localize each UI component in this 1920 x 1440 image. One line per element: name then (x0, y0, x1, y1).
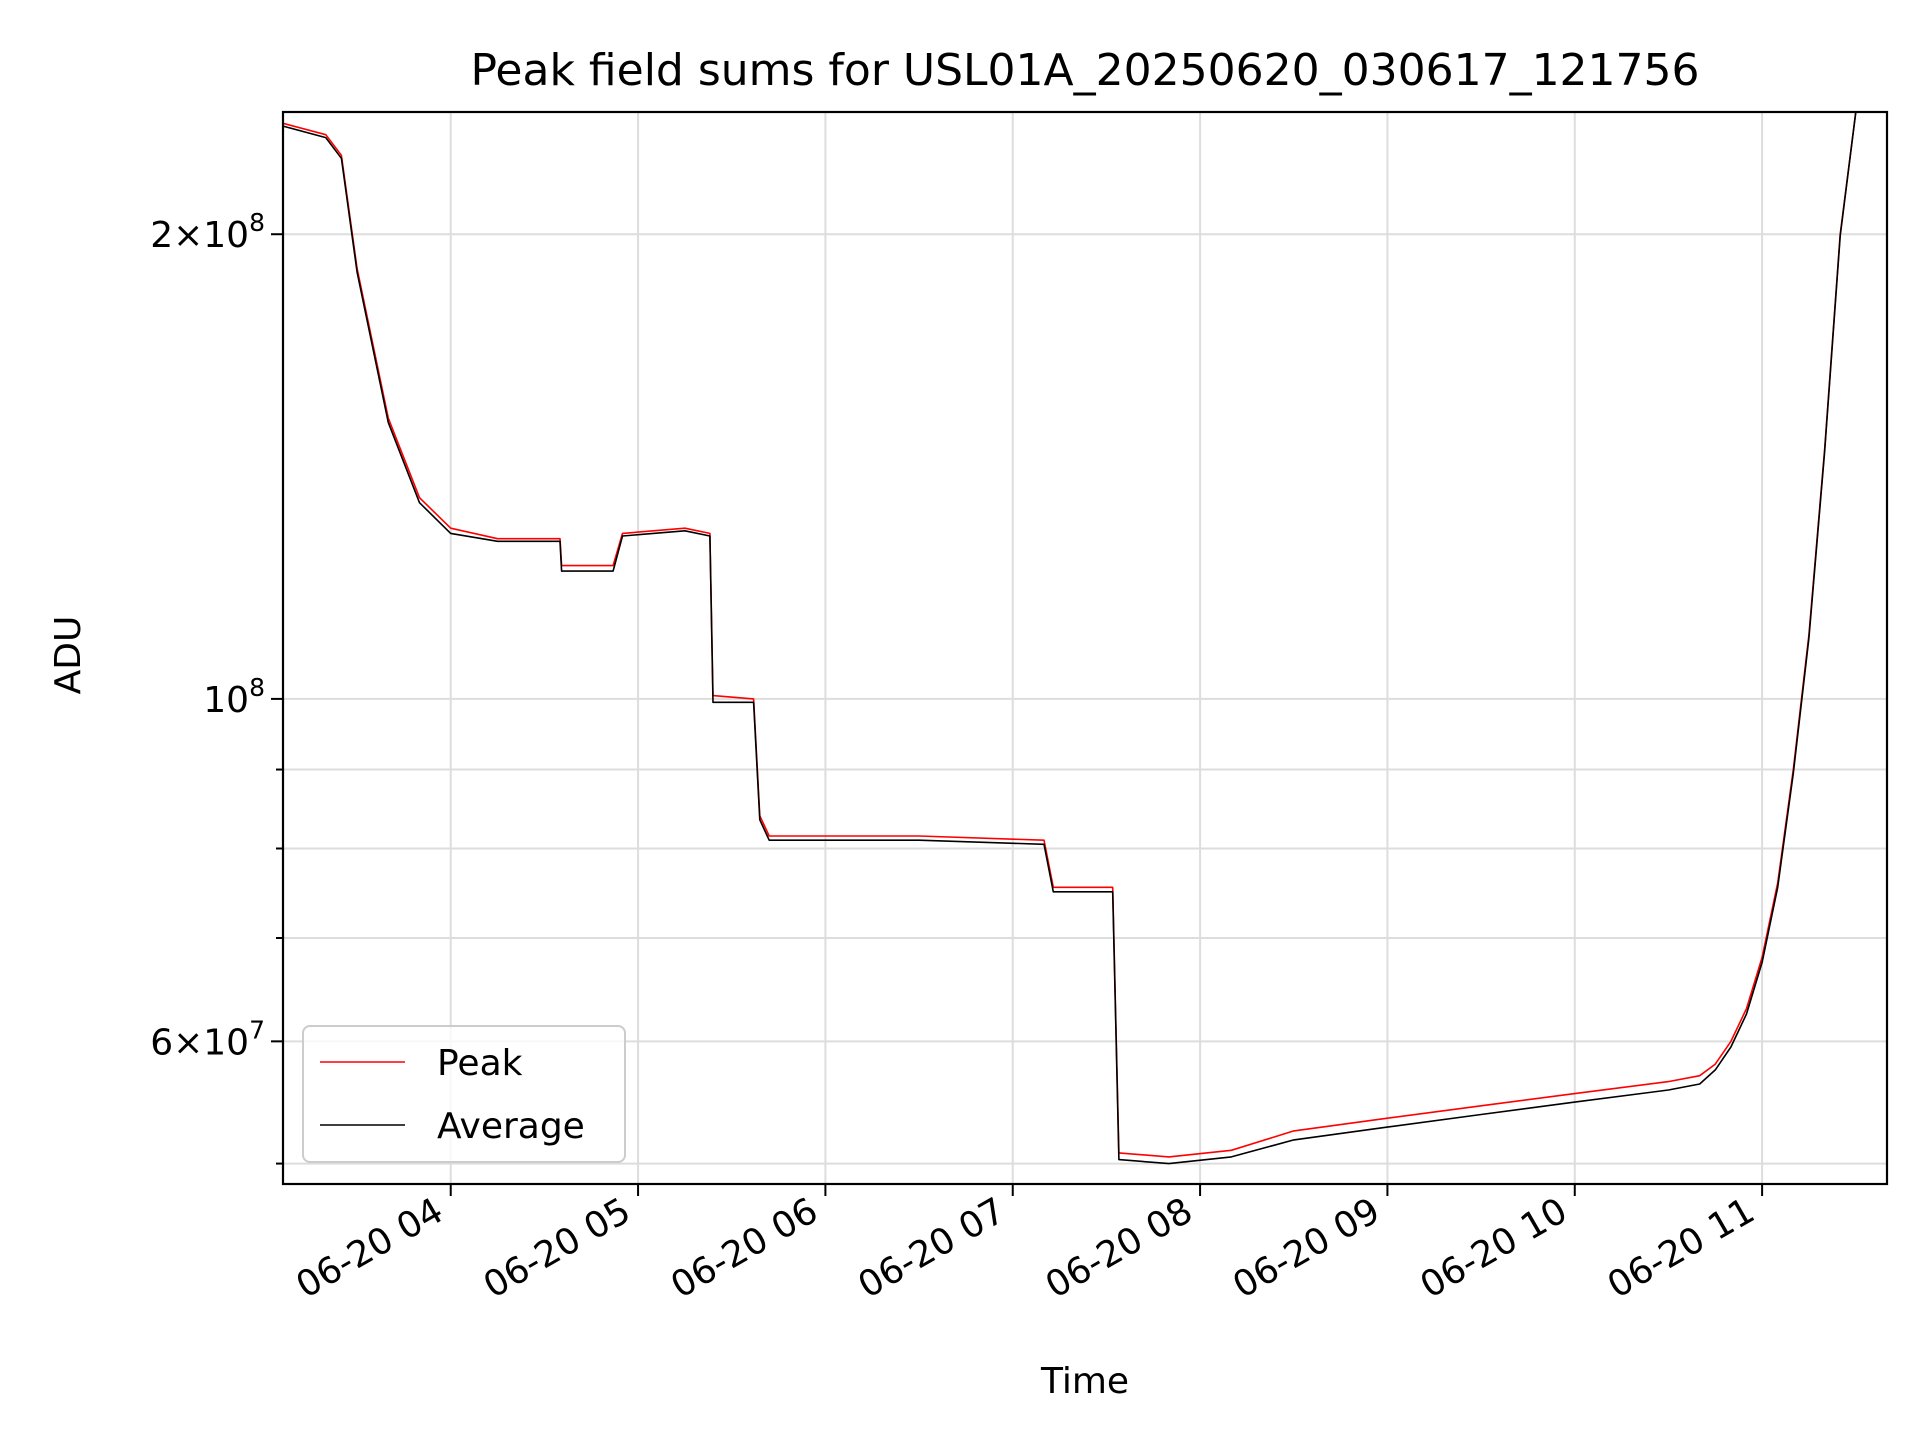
legend-label-peak: Peak (437, 1043, 523, 1084)
legend-label-average: Average (437, 1106, 585, 1147)
y-tick-base: 6×10 (150, 1022, 249, 1063)
chart-title: Peak field sums for USL01A_20250620_0306… (470, 45, 1699, 96)
y-axis-label: ADU (48, 616, 89, 695)
y-tick-base: 2×10 (150, 215, 249, 256)
y-tick-exponent: 7 (249, 1015, 265, 1044)
y-tick-label: 2×108 (150, 208, 265, 256)
x-axis-label: Time (1040, 1361, 1129, 1402)
series-line-peak (282, 111, 1857, 1158)
y-tick-exponent: 8 (249, 673, 265, 702)
series-lines (282, 111, 1857, 1165)
legend: Peak Average (302, 1025, 626, 1163)
y-tick-base: 10 (203, 680, 249, 721)
y-tick-label: 108 (203, 673, 265, 721)
y-tick-exponent: 8 (249, 208, 265, 237)
plot-frame (281, 110, 1889, 1186)
legend-box (302, 1025, 626, 1163)
series-line-average (282, 111, 1857, 1165)
y-tick-label: 6×107 (150, 1015, 265, 1063)
grid (283, 112, 1887, 1184)
